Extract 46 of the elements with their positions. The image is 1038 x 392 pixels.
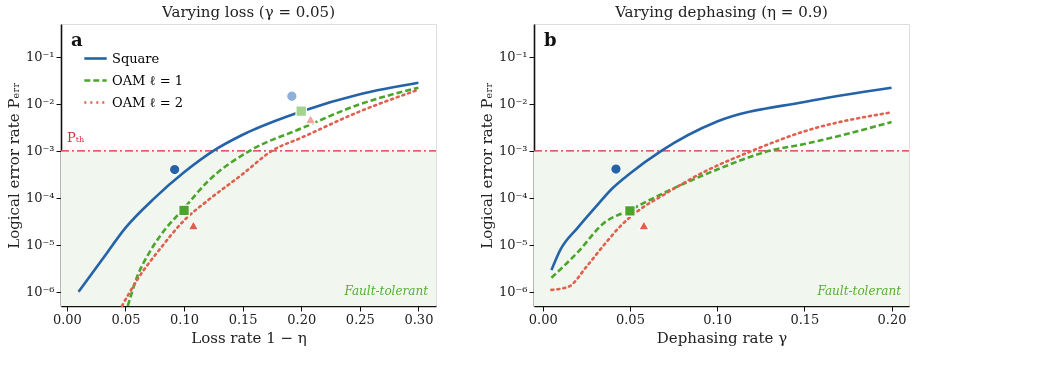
x-tick-label: 0.30 (404, 311, 434, 327)
y-tick-label: 10⁻⁵ (25, 237, 55, 253)
x-tick-label: 0.10 (170, 311, 200, 327)
x-tick-label: 0.05 (111, 311, 141, 327)
y-tick-label: 10⁻² (498, 96, 528, 112)
x-tick-label: 0.10 (703, 311, 733, 327)
x-tick-label: 0.15 (228, 311, 258, 327)
y-tick-label: 10⁻⁴ (25, 190, 55, 206)
y-tick-label: 10⁻³ (498, 143, 528, 159)
point (187, 220, 200, 231)
y-tick-label: 10⁻⁴ (498, 190, 528, 206)
band-label: Fault-tolerant (343, 284, 429, 298)
y-axis-title: Logical error rate Pₑᵣᵣ (4, 82, 23, 249)
legend-label: OAM ℓ = 2 (112, 94, 184, 110)
x-axis-title: Dephasing rate γ (656, 328, 788, 347)
point (168, 163, 181, 176)
y-tick-label: 10⁻⁵ (498, 237, 528, 253)
line-series (550, 86, 893, 272)
ref-line-label: Pₜₕ (67, 129, 85, 145)
annotation: b (544, 29, 557, 50)
x-tick-label: 0.20 (287, 311, 317, 327)
x-tick-label: 0.15 (790, 311, 820, 327)
y-tick-label: 10⁻⁶ (25, 284, 55, 300)
chart-title: Varying loss (γ = 0.05) (160, 3, 336, 21)
point (624, 204, 636, 217)
legend-label: OAM ℓ = 1 (112, 72, 184, 88)
point (610, 163, 622, 175)
y-tick-label: 10⁻¹ (25, 49, 55, 65)
x-tick-label: 0.20 (877, 311, 907, 327)
y-tick-label: 10⁻¹ (498, 49, 528, 65)
x-tick-label: 0.00 (528, 311, 558, 327)
point (295, 105, 308, 117)
chart-title: Varying dephasing (η = 0.9) (614, 3, 828, 21)
x-tick-label: 0.25 (345, 311, 375, 327)
y-tick-label: 10⁻³ (25, 143, 55, 159)
y-tick-label: 10⁻⁶ (498, 284, 528, 300)
y-axis-title: Logical error rate Pₑᵣᵣ (477, 82, 496, 249)
band-label: Fault-tolerant (816, 284, 902, 298)
annotation: a (71, 29, 83, 50)
point (178, 204, 190, 217)
legend-label: Square (112, 50, 160, 66)
y-tick-label: 10⁻² (25, 96, 55, 112)
point (638, 220, 650, 231)
x-tick-label: 0.05 (615, 311, 645, 327)
x-tick-label: 0.00 (52, 311, 82, 327)
x-axis-title: Loss rate 1 − η (191, 328, 307, 347)
